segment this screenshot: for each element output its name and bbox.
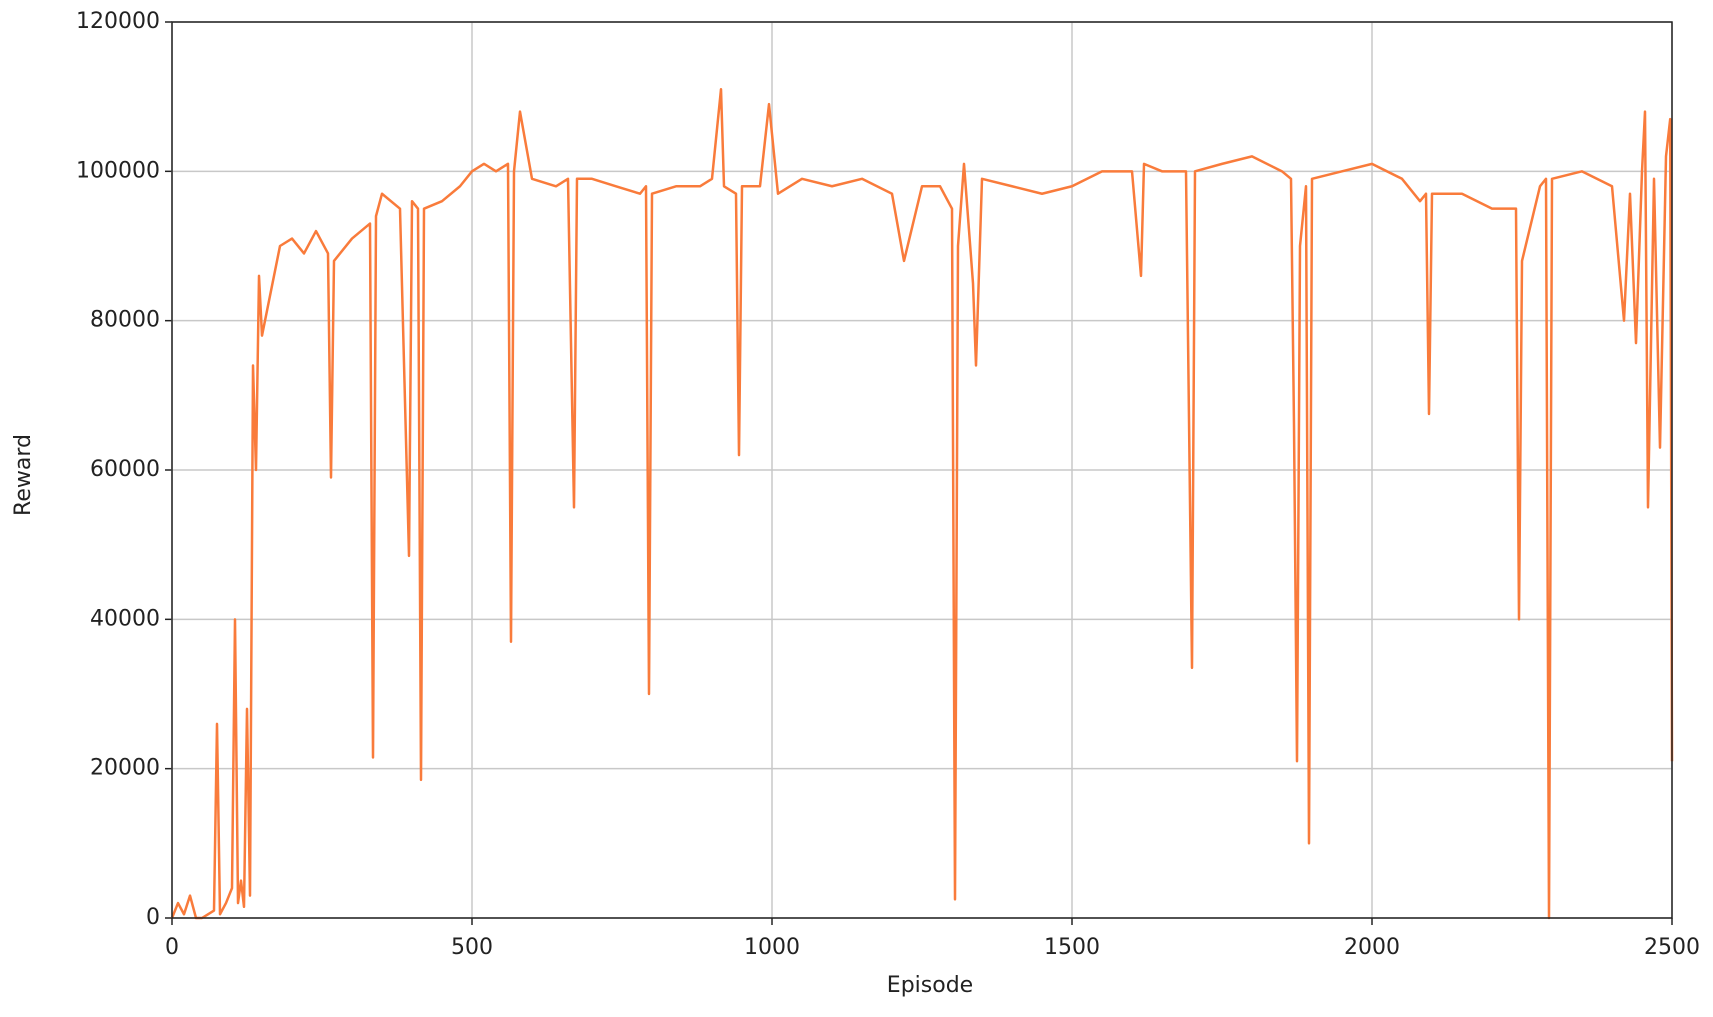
y-tick-label: 100000: [76, 158, 160, 183]
x-tick-label: 2500: [1644, 935, 1700, 960]
y-tick-label: 120000: [76, 9, 160, 34]
y-tick-label: 80000: [90, 308, 160, 333]
x-tick-label: 2000: [1344, 935, 1400, 960]
line: [170, 87, 1674, 920]
y-tick-label: 20000: [90, 756, 160, 781]
x-axis-label: Episode: [887, 973, 973, 998]
x-tick-label: 500: [451, 935, 493, 960]
y-tick-label: 40000: [90, 606, 160, 631]
x-tick-label: 0: [165, 935, 179, 960]
y-tick-label: 0: [146, 905, 160, 930]
plot-frame: [171, 21, 1673, 919]
x-tick-label: 1000: [744, 935, 800, 960]
y-axis-label: Reward: [11, 434, 36, 516]
y-tick-label: 60000: [90, 457, 160, 482]
x-tick-label: 1500: [1044, 935, 1100, 960]
